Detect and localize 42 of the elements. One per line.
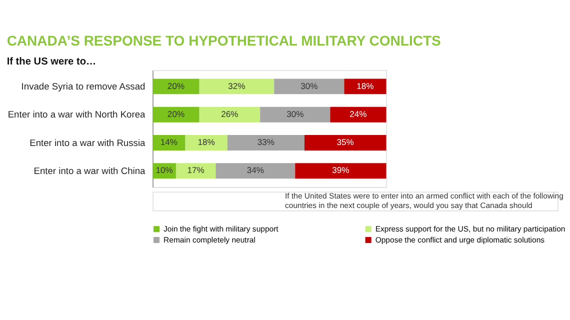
legend-label: Oppose the conflict and urge diplomatic solutions: [375, 235, 545, 244]
legend-label: Remain completely neutral: [164, 235, 256, 244]
bar: [152, 134, 186, 150]
bar: [330, 106, 386, 122]
y-tick-label: Enter into a war with China: [34, 166, 146, 176]
y-tick-label: Invade Syria to remove Assad: [21, 82, 146, 92]
data-label: 39%: [332, 165, 350, 176]
bar: [185, 134, 228, 150]
bar: [295, 163, 386, 179]
bar: [152, 78, 200, 94]
bar: [260, 106, 330, 122]
chart-title: CANADA’S RESPONSE TO HYPOTHETICAL MILITARY CONLICTS: [6, 32, 441, 49]
data-label: 14%: [160, 137, 178, 148]
data-label: 20%: [167, 108, 185, 119]
y-tick-label: Enter into a war with North Korea: [8, 110, 146, 120]
data-label: 17%: [187, 165, 205, 176]
bar: [199, 106, 260, 122]
data-label: 18%: [198, 137, 216, 148]
bar: [344, 78, 386, 94]
data-label: 10%: [156, 165, 174, 176]
bar: [199, 78, 274, 94]
data-label: 35%: [336, 137, 354, 148]
data-label: 32%: [228, 80, 246, 91]
data-label: 30%: [286, 108, 304, 119]
bar: [304, 134, 386, 150]
y-tick-label: Enter into a war with Russia: [30, 138, 146, 148]
bar: [227, 134, 304, 150]
data-label: 20%: [167, 80, 185, 91]
text: If the US were to…: [6, 56, 96, 68]
bar: [274, 78, 344, 94]
bar: [152, 106, 200, 122]
text: If the United States were to enter into an armed conflict with each of the following countries in the next couple of years, would you say that Canada should: [285, 192, 564, 210]
legend-label: Express support for the US, but no military participation: [375, 224, 566, 234]
bar: [176, 163, 216, 179]
bar: [216, 163, 296, 179]
data-label: 30%: [300, 80, 318, 91]
data-label: 34%: [246, 165, 264, 176]
data-label: 26%: [221, 108, 239, 119]
data-label: 24%: [350, 108, 368, 119]
data-label: 33%: [257, 137, 275, 148]
data-label: 18%: [356, 80, 374, 91]
legend-label: Join the fight with military support: [164, 224, 280, 234]
